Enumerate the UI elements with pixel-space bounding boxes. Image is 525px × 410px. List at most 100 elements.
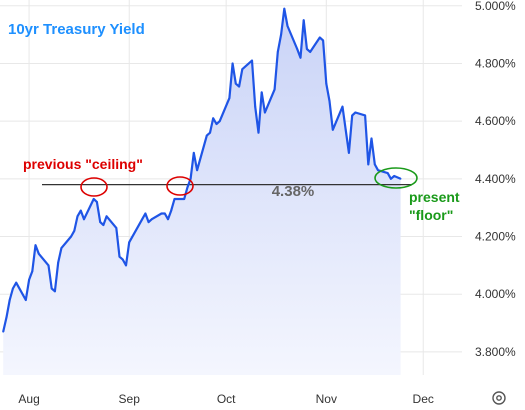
- data-point: [83, 218, 85, 221]
- data-point: [76, 215, 79, 218]
- data-point: [370, 137, 373, 140]
- data-point: [367, 163, 370, 166]
- data-point: [60, 247, 63, 250]
- data-point: [377, 169, 379, 172]
- y-tick-label: 4.800%: [475, 56, 516, 70]
- y-tick-label: 4.600%: [475, 114, 516, 128]
- data-point: [364, 114, 366, 117]
- data-point: [141, 218, 144, 221]
- y-tick-label: 4.000%: [475, 287, 516, 301]
- present-floor-label-line1: present: [409, 189, 460, 205]
- data-point: [238, 85, 241, 88]
- data-point: [386, 172, 389, 175]
- data-point: [196, 169, 199, 172]
- data-point: [92, 198, 95, 200]
- chart-title: 10yr Treasury Yield: [8, 21, 145, 38]
- data-point: [163, 212, 166, 215]
- data-point: [115, 227, 118, 229]
- data-point: [257, 131, 260, 134]
- data-point: [28, 278, 30, 281]
- data-point: [5, 316, 8, 319]
- data-point: [70, 235, 72, 238]
- x-tick-label: Sep: [119, 392, 141, 406]
- data-point: [273, 88, 276, 91]
- data-point: [318, 36, 321, 39]
- data-point: [215, 123, 218, 125]
- data-point: [144, 212, 147, 215]
- data-point: [15, 281, 18, 284]
- data-point: [34, 244, 37, 247]
- data-point: [147, 221, 150, 224]
- data-point: [264, 111, 266, 114]
- data-point: [302, 19, 305, 22]
- data-point: [170, 209, 173, 212]
- data-point: [344, 128, 347, 131]
- ceiling-marker-aug: [80, 177, 108, 197]
- data-point: [209, 131, 211, 134]
- y-tick-label: 3.800%: [475, 345, 516, 359]
- y-tick-label: 5.000%: [475, 0, 516, 13]
- data-point: [309, 51, 312, 53]
- y-axis-ticks: 3.800% 4.000% 4.200% 4.400% 4.600% 4.800% 5.00…: [475, 0, 516, 359]
- data-point: [47, 264, 50, 267]
- data-point: [348, 152, 350, 154]
- data-point: [331, 128, 334, 131]
- data-point: [102, 224, 105, 226]
- data-point: [54, 290, 56, 293]
- data-point: [390, 177, 392, 180]
- reference-line-label: 4.38%: [272, 183, 315, 200]
- data-point: [283, 7, 286, 10]
- data-point: [2, 330, 5, 333]
- data-point: [150, 218, 153, 221]
- data-point: [183, 198, 186, 200]
- previous-ceiling-label: previous "ceiling": [23, 156, 143, 172]
- data-point: [393, 175, 396, 177]
- data-point: [260, 91, 263, 94]
- data-point: [125, 264, 127, 267]
- data-point: [205, 134, 208, 137]
- data-point: [24, 299, 27, 301]
- data-point: [121, 258, 124, 261]
- ceiling-marker-sep: [166, 176, 194, 196]
- data-point: [373, 163, 376, 166]
- yield-line: [2, 7, 402, 332]
- data-point: [286, 25, 289, 27]
- data-point: [218, 120, 221, 123]
- data-point: [37, 252, 40, 255]
- data-point: [299, 56, 302, 59]
- data-point: [341, 105, 344, 108]
- data-point: [399, 177, 402, 180]
- x-tick-label: Dec: [413, 392, 434, 406]
- data-point: [276, 51, 279, 53]
- present-floor-label-line2: "floor": [409, 207, 453, 223]
- x-tick-label: Oct: [217, 392, 236, 406]
- data-point: [12, 287, 14, 290]
- x-tick-label: Nov: [316, 392, 337, 406]
- data-point: [50, 287, 53, 290]
- data-point: [192, 152, 195, 154]
- data-point: [296, 48, 299, 50]
- data-point: [8, 299, 11, 301]
- data-point: [96, 201, 98, 203]
- y-tick-label: 4.400%: [475, 172, 516, 186]
- data-points: [2, 7, 402, 333]
- y-tick-label: 4.200%: [475, 230, 516, 244]
- data-point: [160, 212, 163, 215]
- data-point: [325, 82, 328, 85]
- data-point: [280, 33, 282, 36]
- floor-marker: [374, 167, 418, 189]
- data-point: [354, 111, 357, 114]
- data-point: [105, 215, 108, 218]
- data-point: [186, 186, 189, 189]
- x-axis-ticks: Aug Sep Oct Nov Dec: [18, 392, 434, 406]
- data-point: [99, 221, 102, 224]
- data-point: [31, 270, 34, 273]
- data-point: [189, 177, 192, 180]
- data-point: [173, 198, 176, 200]
- data-point: [57, 261, 60, 264]
- data-point: [254, 105, 257, 108]
- data-point: [231, 62, 234, 65]
- settings-gear-icon[interactable]: [492, 391, 506, 405]
- data-point: [241, 68, 244, 71]
